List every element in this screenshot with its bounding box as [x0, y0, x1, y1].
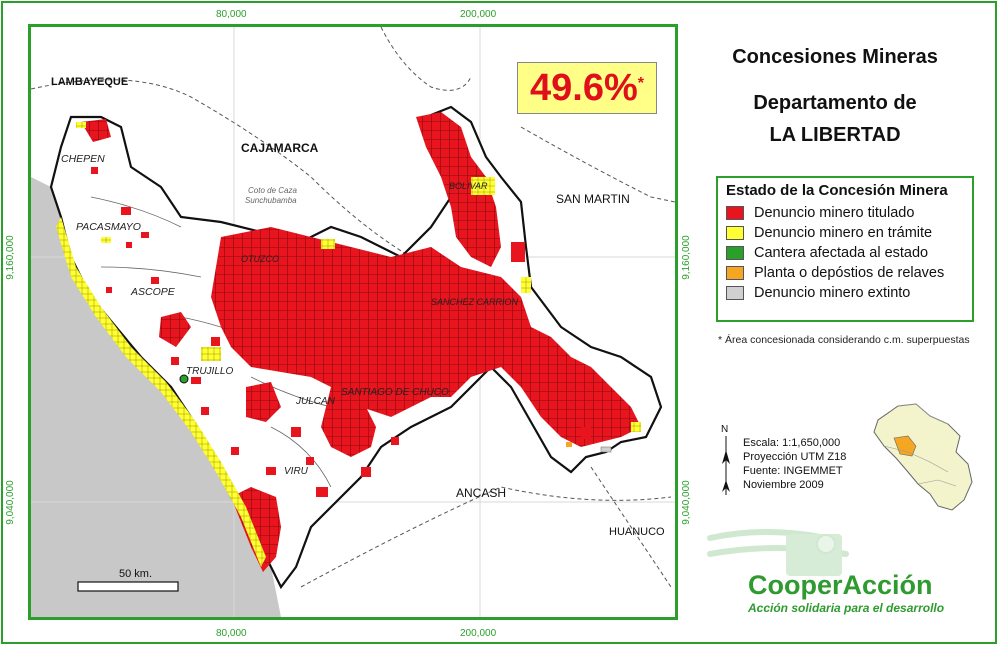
- label-pacasmayo: PACASMAYO: [76, 221, 141, 233]
- label-chepen: CHEPEN: [61, 153, 105, 165]
- x-tick-top-80000: 80,000: [216, 9, 247, 20]
- legend-item-extinct: Denuncio minero extinto: [726, 283, 964, 303]
- title-line2: Departamento de: [753, 92, 917, 114]
- y-tick-left-9040000: 9,040,000: [4, 480, 16, 525]
- label-lambayeque: LAMBAYEQUE: [51, 76, 128, 88]
- border-ancash: [300, 486, 672, 588]
- label-ancash: ANCASH: [456, 486, 506, 500]
- legend-swatch-yellow: [726, 226, 744, 240]
- legend-swatch-green: [726, 246, 744, 260]
- label-huanuco: HUANUCO: [609, 526, 665, 538]
- legend-swatch-orange: [726, 266, 744, 280]
- legend-swatch-grey: [726, 286, 744, 300]
- date-text: Noviembre 2009: [743, 479, 824, 491]
- percentage-asterisk: *: [637, 75, 644, 92]
- percentage-value: 49.6%: [530, 66, 638, 109]
- map-metadata: Escala: 1:1,650,000 Proyección UTM Z18 F…: [743, 436, 846, 492]
- label-viru: VIRU: [284, 466, 309, 477]
- legend-label: Denuncio minero en trámite: [754, 225, 933, 241]
- label-bolivar: BOLIVAR: [449, 181, 488, 191]
- scale-text: Escala: 1:1,650,000: [743, 437, 841, 449]
- x-tick-top-200000: 200,000: [460, 9, 497, 20]
- y-tick-left-9160000: 9,160,000: [4, 235, 16, 280]
- svg-text:N: N: [721, 424, 728, 435]
- titled-scatter: [91, 167, 591, 497]
- label-otuzco: OTUZCO: [241, 254, 279, 264]
- brand-logo-icon: [707, 529, 849, 576]
- legend-item-titled: Denuncio minero titulado: [726, 203, 964, 223]
- projection-text: Proyección UTM Z18: [743, 451, 847, 463]
- legend-item-planta: Planta o depóstios de relaves: [726, 263, 964, 283]
- titled-concessions: [81, 112, 641, 572]
- legend-label: Denuncio minero titulado: [754, 205, 915, 221]
- label-san-martin: SAN MARTIN: [556, 192, 630, 206]
- map-panel: LAMBAYEQUE CAJAMARCA SAN MARTIN ANCASH H…: [28, 24, 678, 620]
- border-cajamarca: [31, 79, 412, 258]
- brand-name: CooperAcción: [748, 570, 933, 600]
- border-north: [380, 27, 472, 91]
- north-arrow-icon: N: [721, 424, 730, 495]
- y-tick-right-9040000: 9,040,000: [680, 480, 692, 525]
- planta-marker: [566, 442, 572, 447]
- label-ascope: ASCOPE: [130, 286, 176, 298]
- concession-percentage: 49.6% *: [517, 62, 657, 114]
- legend-label: Denuncio minero extinto: [754, 285, 911, 301]
- title-line3: LA LIBERTAD: [769, 124, 901, 146]
- legend-swatch-red: [726, 206, 744, 220]
- x-tick-bottom-200000: 200,000: [460, 628, 497, 639]
- legend-label: Cantera afectada al estado: [754, 245, 929, 261]
- legend-title: Estado de la Concesión Minera: [726, 182, 948, 199]
- border-huanuco: [590, 466, 672, 588]
- map-canvas: LAMBAYEQUE CAJAMARCA SAN MARTIN ANCASH H…: [31, 27, 675, 617]
- label-julcan: JULCAN: [295, 396, 336, 407]
- label-trujillo: TRUJILLO: [186, 366, 233, 377]
- footnote: * Área concesionada considerando c.m. su…: [718, 334, 970, 346]
- pending-concessions: [56, 122, 641, 567]
- brand-tagline: Acción solidaria para el desarrollo: [748, 601, 945, 615]
- legend: Estado de la Concesión Minera Denuncio m…: [716, 176, 974, 322]
- label-sanchez-carrion: SANCHEZ CARRION: [431, 297, 519, 307]
- source-text: Fuente: INGEMMET: [743, 465, 843, 477]
- title-line1: Concesiones Mineras: [732, 46, 938, 68]
- label-cajamarca: CAJAMARCA: [241, 141, 319, 155]
- x-tick-bottom-80000: 80,000: [216, 628, 247, 639]
- label-coto-de-caza-2: Sunchubamba: [245, 196, 297, 205]
- border-san-martin: [520, 126, 675, 203]
- label-santiago-de-chuco: SANTIAGO DE CHUCO: [341, 387, 449, 398]
- legend-item-cantera: Cantera afectada al estado: [726, 243, 964, 263]
- legend-label: Planta o depóstios de relaves: [754, 265, 945, 281]
- label-coto-de-caza-1: Coto de Caza: [248, 186, 297, 195]
- scalebar-label: 50 km.: [119, 568, 152, 580]
- extinct-marker: [600, 446, 612, 453]
- legend-item-pending: Denuncio minero en trámite: [726, 223, 964, 243]
- peru-locator-map: [873, 403, 973, 511]
- scalebar: [77, 581, 179, 592]
- y-tick-right-9160000: 9,160,000: [680, 235, 692, 280]
- cantera-marker: [179, 374, 189, 384]
